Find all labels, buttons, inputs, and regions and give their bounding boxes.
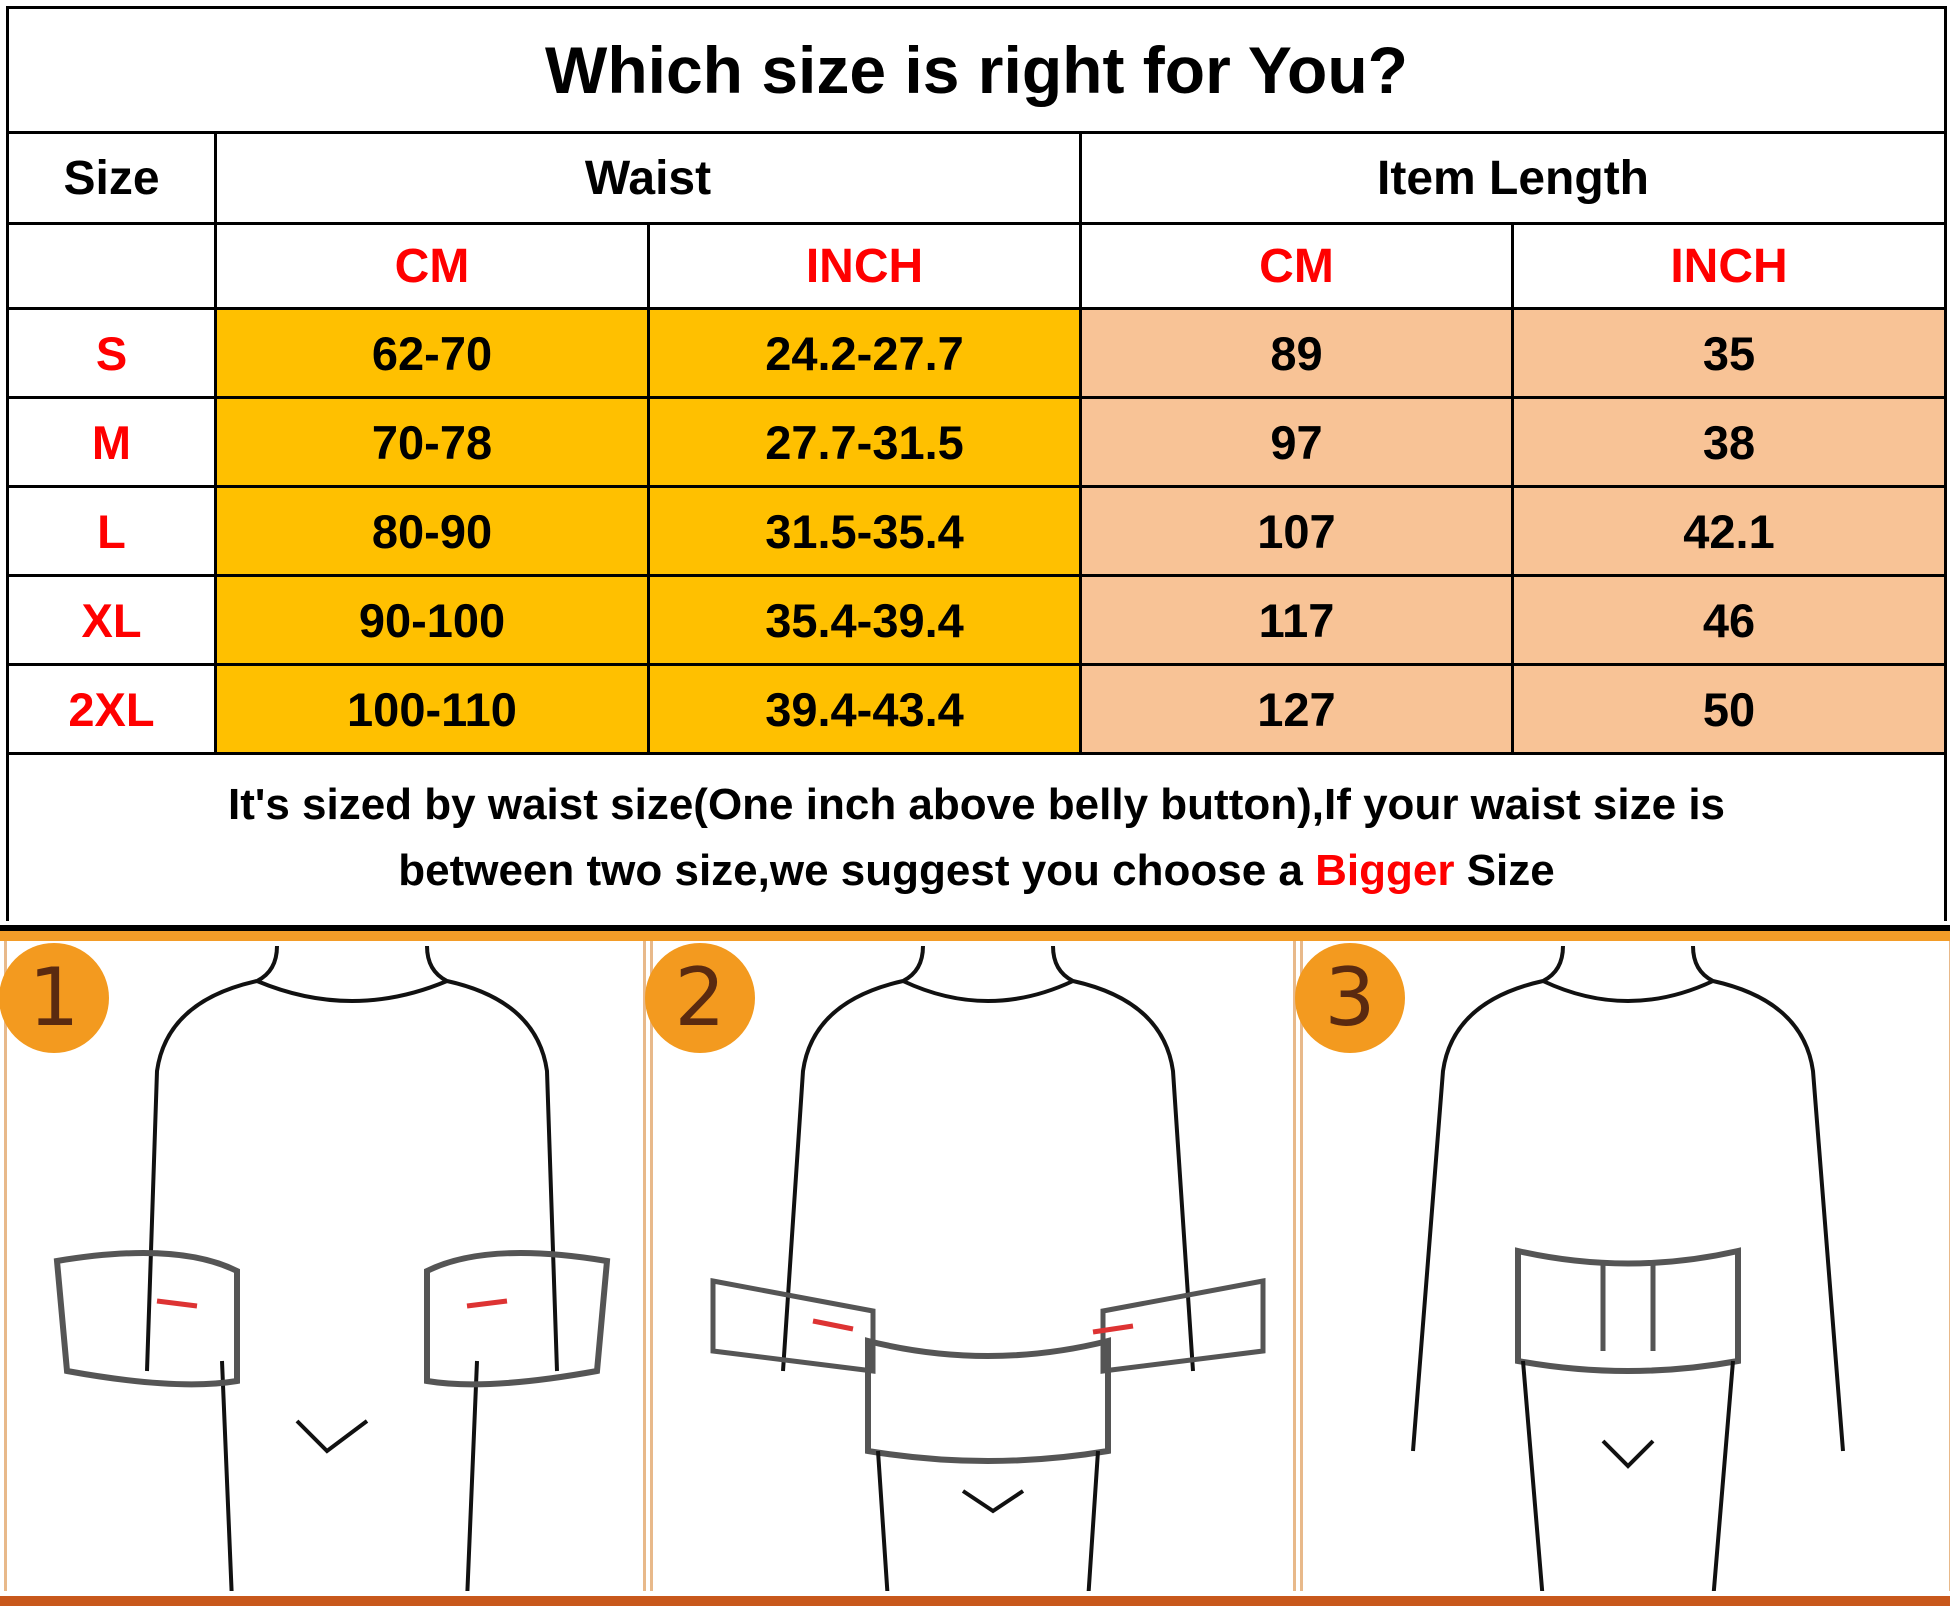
- table-row: XL 90-100 35.4-39.4 117 46: [6, 574, 1947, 666]
- size-label: L: [6, 485, 217, 577]
- step-badge-1: 1: [0, 943, 109, 1053]
- waist-cm: 90-100: [214, 574, 650, 666]
- length-inch: 50: [1511, 663, 1947, 755]
- unit-waist-inch: INCH: [647, 222, 1082, 310]
- waist-cm: 80-90: [214, 485, 650, 577]
- bottom-border: [0, 1596, 1950, 1606]
- note-prefix: between two size,we suggest you choose a: [398, 846, 1316, 895]
- step-panel-3: 3: [1295, 941, 1950, 1591]
- header-item-length: Item Length: [1079, 131, 1947, 225]
- waist-cm: 62-70: [214, 307, 650, 399]
- note-line-2: between two size,we suggest you choose a…: [9, 838, 1944, 904]
- unit-blank: [6, 222, 217, 310]
- waist-inch: 31.5-35.4: [647, 485, 1082, 577]
- size-label: M: [6, 396, 217, 488]
- unit-length-cm: CM: [1079, 222, 1514, 310]
- size-label: 2XL: [6, 663, 217, 755]
- sizing-note: It's sized by waist size(One inch above …: [6, 752, 1947, 921]
- step-panel-2: 2: [645, 941, 1296, 1591]
- length-cm: 97: [1079, 396, 1514, 488]
- figure-wrapping-belt-illustration: [53, 945, 611, 1591]
- table-row: L 80-90 31.5-35.4 107 42.1: [6, 485, 1947, 577]
- header-waist: Waist: [214, 131, 1082, 225]
- waist-inch: 39.4-43.4: [647, 663, 1082, 755]
- length-cm: 127: [1079, 663, 1514, 755]
- step-panel-1: 1: [0, 941, 646, 1591]
- waist-inch: 24.2-27.7: [647, 307, 1082, 399]
- divider: [0, 925, 1950, 931]
- length-cm: 107: [1079, 485, 1514, 577]
- size-label: XL: [6, 574, 217, 666]
- step-badge-3: 3: [1295, 943, 1405, 1053]
- orange-border: [0, 931, 1950, 941]
- waist-inch: 27.7-31.5: [647, 396, 1082, 488]
- length-inch: 35: [1511, 307, 1947, 399]
- waist-inch: 35.4-39.4: [647, 574, 1082, 666]
- header-size: Size: [6, 131, 217, 225]
- figure-belt-worn-illustration: [1411, 945, 1845, 1591]
- table-row: S 62-70 24.2-27.7 89 35: [6, 307, 1947, 399]
- figure-fastening-belt-illustration: [710, 945, 1266, 1591]
- instruction-panels: 1 2 3: [0, 925, 1950, 1620]
- length-inch: 46: [1511, 574, 1947, 666]
- note-highlight: Bigger: [1315, 846, 1455, 895]
- size-table: Which size is right for You? Size Waist …: [6, 6, 1947, 921]
- note-line-1: It's sized by waist size(One inch above …: [227, 780, 1726, 829]
- unit-waist-cm: CM: [214, 222, 650, 310]
- size-chart: Which size is right for You? Size Waist …: [6, 6, 1947, 921]
- waist-cm: 100-110: [214, 663, 650, 755]
- chart-title: Which size is right for You?: [6, 6, 1947, 134]
- table-row: 2XL 100-110 39.4-43.4 127 50: [6, 663, 1947, 755]
- size-label: S: [6, 307, 217, 399]
- step-badge-2: 2: [645, 943, 755, 1053]
- unit-length-inch: INCH: [1511, 222, 1947, 310]
- length-cm: 89: [1079, 307, 1514, 399]
- waist-cm: 70-78: [214, 396, 650, 488]
- note-suffix: Size: [1454, 846, 1555, 895]
- table-row: M 70-78 27.7-31.5 97 38: [6, 396, 1947, 488]
- length-inch: 42.1: [1511, 485, 1947, 577]
- length-cm: 117: [1079, 574, 1514, 666]
- length-inch: 38: [1511, 396, 1947, 488]
